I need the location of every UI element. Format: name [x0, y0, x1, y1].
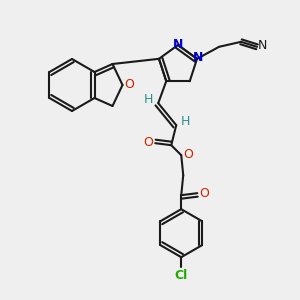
Text: O: O — [199, 187, 209, 200]
Text: O: O — [124, 79, 134, 92]
Text: N: N — [173, 38, 183, 50]
Text: N: N — [257, 39, 267, 52]
Text: O: O — [183, 148, 193, 161]
Text: N: N — [193, 51, 203, 64]
Text: H: H — [144, 93, 153, 106]
Text: O: O — [143, 136, 153, 149]
Text: H: H — [181, 115, 190, 128]
Text: Cl: Cl — [175, 269, 188, 282]
